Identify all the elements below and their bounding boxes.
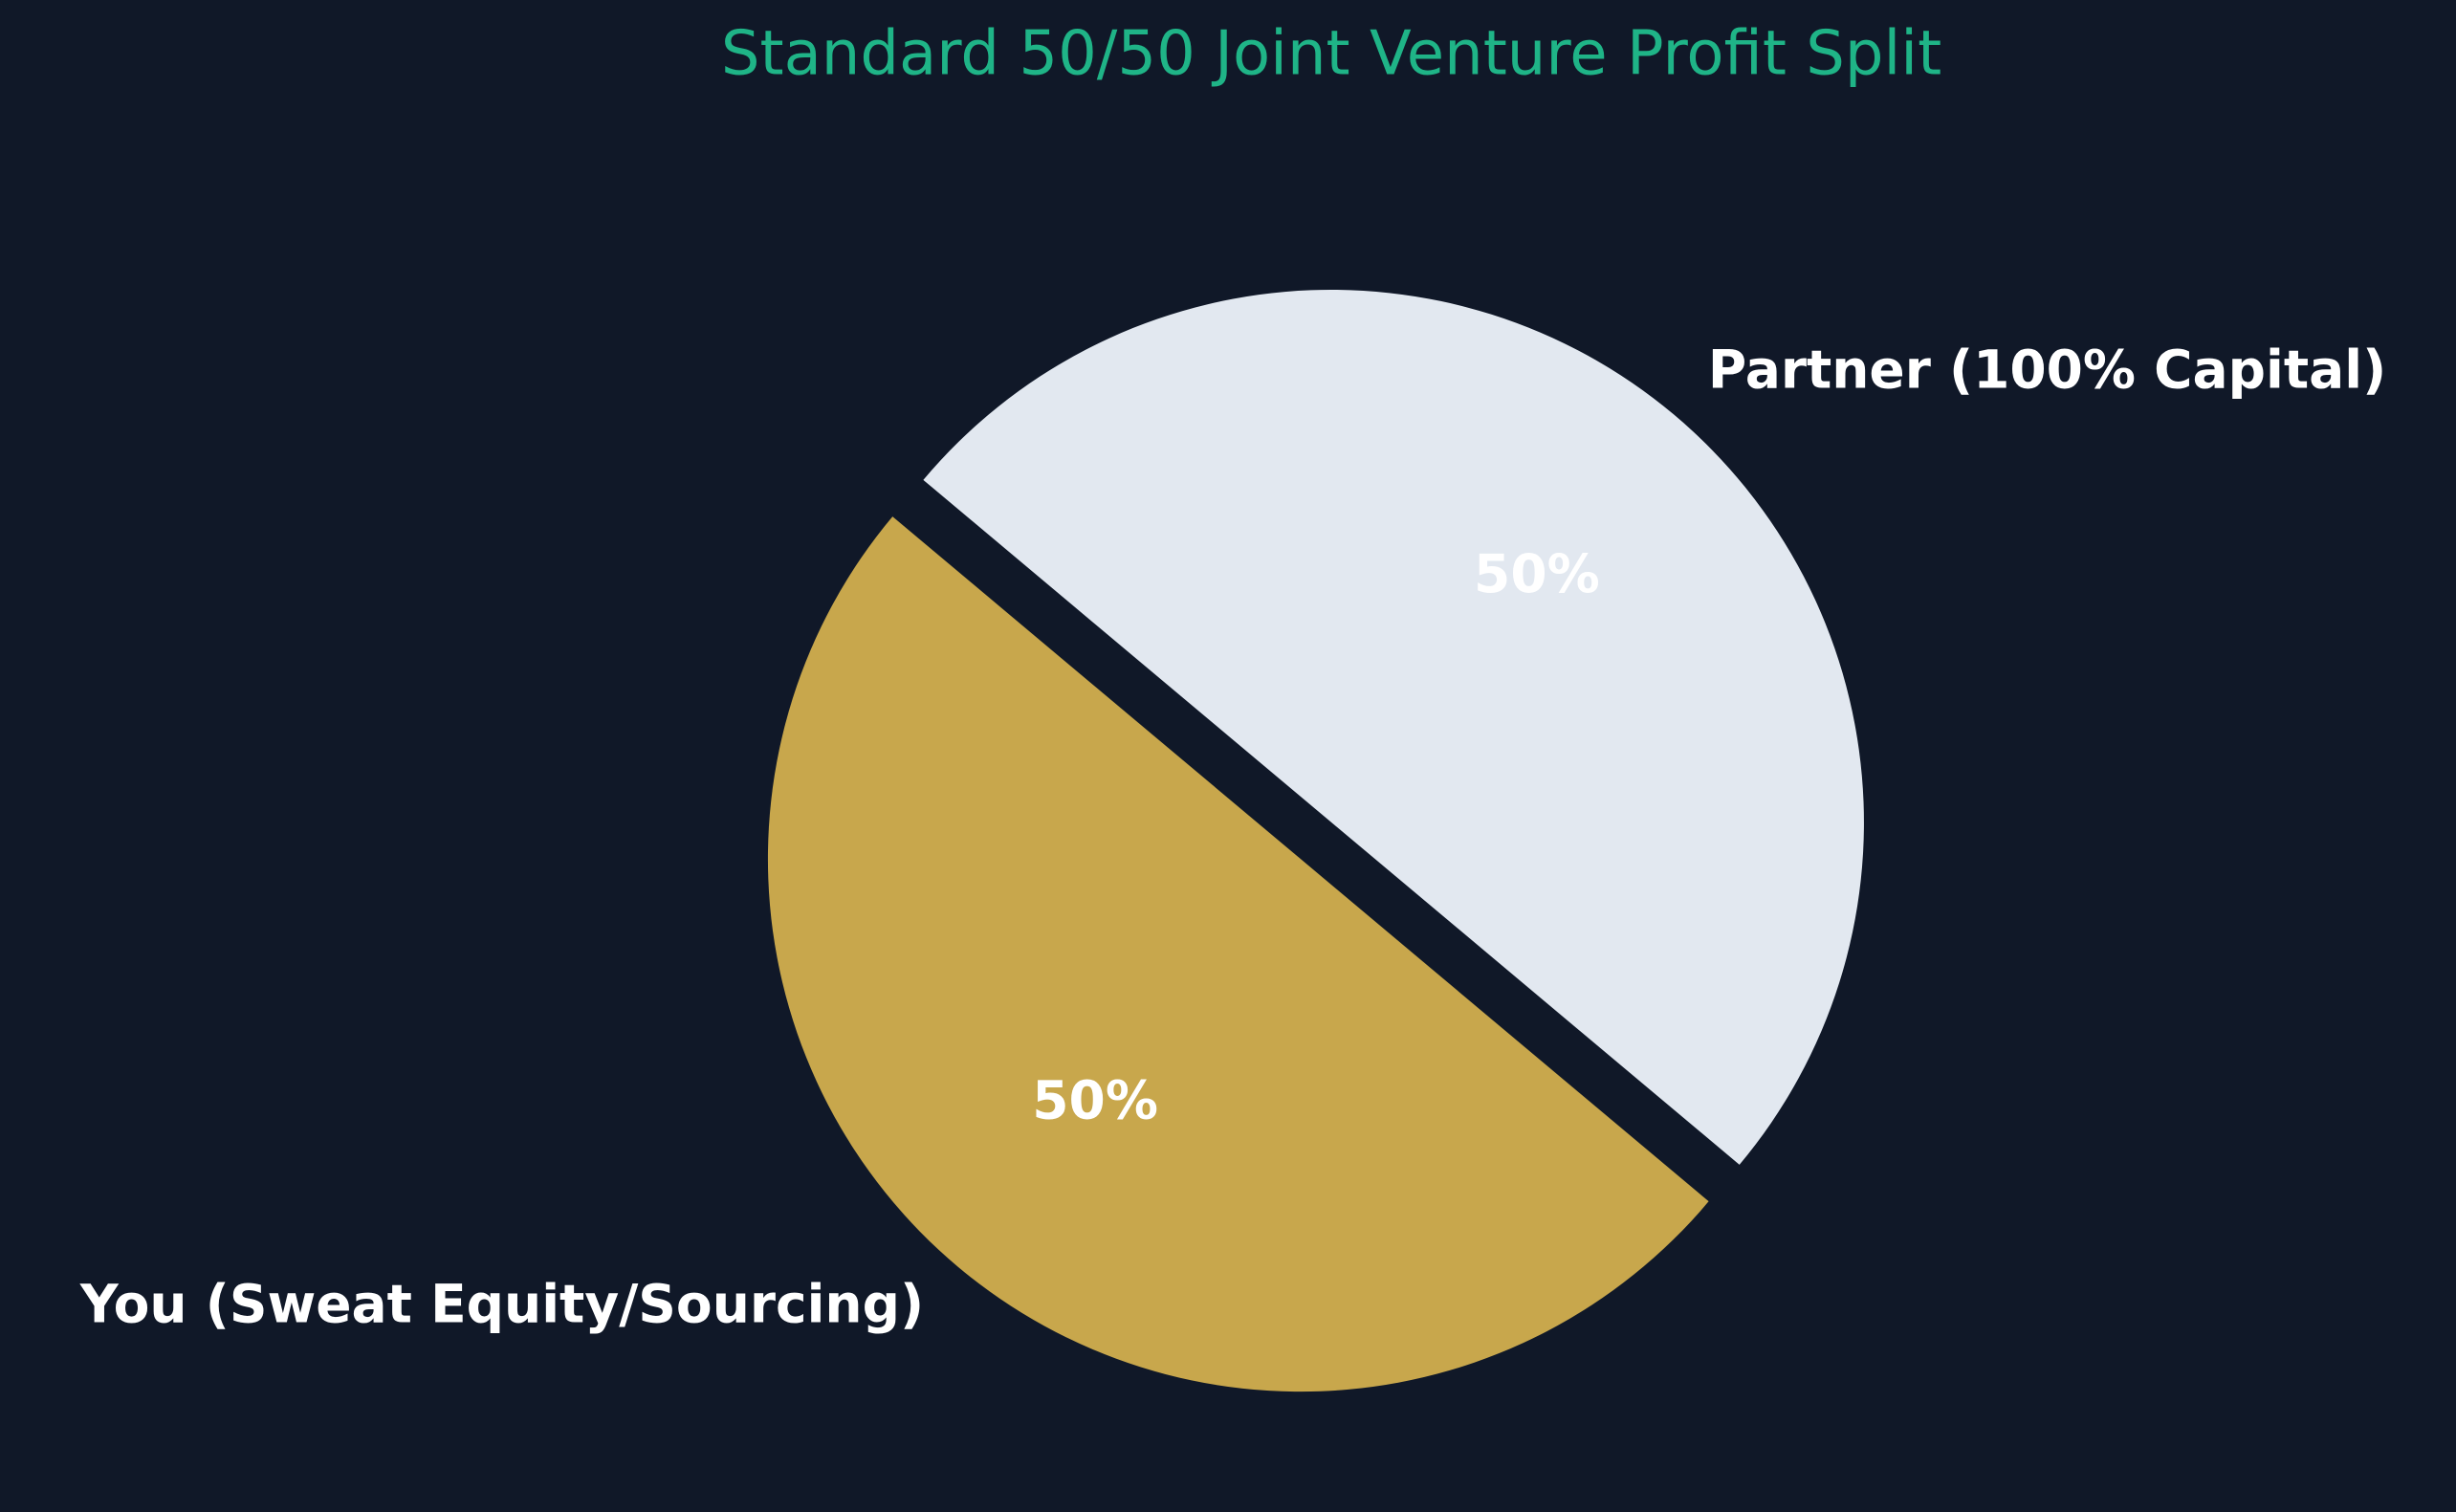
- pie-slice: [767, 516, 1709, 1392]
- slice-label: Partner (100% Capital): [1708, 340, 2386, 401]
- pie-slice: [923, 289, 1864, 1165]
- chart-title: Standard 50/50 Joint Venture Profit Spli…: [721, 19, 1941, 90]
- value-label: 50%: [1474, 543, 1600, 604]
- slice-label: You (Sweat Equity/Sourcing): [79, 1274, 924, 1335]
- value-label: 50%: [1032, 1069, 1158, 1130]
